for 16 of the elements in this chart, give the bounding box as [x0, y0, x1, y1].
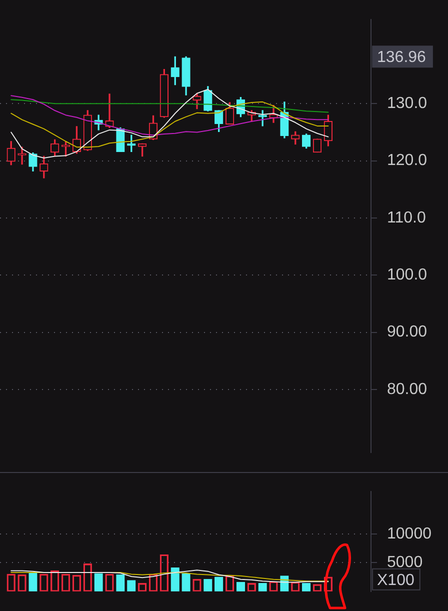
y-tick-label: 10000	[387, 525, 432, 542]
y-tick-label: 110.0	[387, 209, 426, 226]
text: X100	[377, 572, 414, 589]
bar	[94, 573, 103, 592]
y-tick-label: 80.00	[387, 380, 428, 398]
y-tick-label: 5000	[387, 554, 423, 572]
bar	[116, 574, 125, 592]
bar	[28, 572, 38, 592]
y-tick-label: 90.00	[387, 324, 428, 341]
y-tick-label: 120.0	[387, 152, 428, 170]
y-tick-label: 100.0	[387, 266, 428, 284]
text: 136.96	[377, 49, 426, 66]
bar	[170, 568, 180, 592]
bar	[182, 573, 190, 592]
bar	[214, 576, 224, 592]
y-tick-label: 130.0	[387, 95, 428, 112]
